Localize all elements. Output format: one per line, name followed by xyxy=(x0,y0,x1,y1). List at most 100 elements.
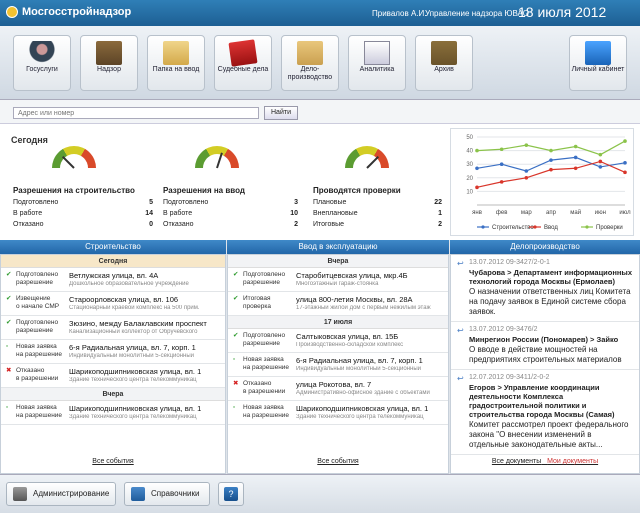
stats-label: Подготовлено xyxy=(163,199,209,206)
doc-desc: Комитет рассмотрел проект федерального з… xyxy=(469,420,629,449)
event-row[interactable]: ✔ Подготовлено разрешение Салтыковская улиц… xyxy=(228,329,448,353)
event-desc: Индивидуальный монолитный 5-секционный xyxy=(296,366,421,372)
toolbar-cabinet[interactable]: Личный кабинет xyxy=(569,35,627,91)
doc-title: Минрегион России (Пономарев) > Зайко xyxy=(469,335,619,344)
toolbar-delo[interactable]: Дело- производство xyxy=(281,35,339,91)
status-text: Извещение xyxy=(16,295,51,302)
x-tick-label: апр xyxy=(546,210,557,216)
toolbar-analytics[interactable]: Аналитика xyxy=(348,35,406,91)
summary-title: Сегодня xyxy=(11,135,48,145)
stats-row[interactable]: Подготовлено 5 xyxy=(13,199,153,210)
event-row[interactable]: ✔ Извещение о начале СМР Староорловская ули… xyxy=(1,292,225,316)
stats-row[interactable]: В работе 14 xyxy=(13,210,153,221)
stats-value: 0 xyxy=(149,221,153,228)
section-header: 17 июля xyxy=(228,316,448,329)
stats-row[interactable]: В работе 10 xyxy=(163,210,298,221)
refs-button[interactable]: Справочники xyxy=(124,482,210,506)
my-documents-link[interactable]: Мои документы xyxy=(547,458,599,465)
event-desc: Дошкольное образовательное учреждение xyxy=(69,281,189,287)
stats-commissioning: Разрешения на ввод Подготовлено 3 В работ… xyxy=(163,186,298,232)
panel-title-construction[interactable]: Строительство xyxy=(0,240,226,254)
stats-row[interactable]: Отказано 2 xyxy=(163,221,298,232)
status-text: Подготовлено xyxy=(16,319,59,326)
stats-row[interactable]: Отказано 0 xyxy=(13,221,153,232)
event-address: Староорловская улица, вл. 106 xyxy=(69,295,179,304)
event-desc: 17-этажный жилой дом с первым нежилым эт… xyxy=(296,305,431,311)
event-row[interactable]: ▫ Новая заявка на разрешение Шарикоподшипни… xyxy=(228,401,448,425)
panel-title-docs[interactable]: Делопроизводство xyxy=(450,240,640,254)
all-documents-link[interactable]: Все документы xyxy=(491,458,542,465)
status-icon: ▫ xyxy=(6,343,9,350)
status-text: на разрешение xyxy=(243,412,290,419)
toolbar-label: Папка на ввод xyxy=(152,66,200,73)
data-point xyxy=(549,148,553,153)
status-text: в разрешении xyxy=(16,375,59,382)
gauge-needle xyxy=(366,155,380,169)
refs-label: Справочники xyxy=(151,489,200,498)
doc-item[interactable]: ↩ 13.07.2012 09-3476/2 Минрегион России (П… xyxy=(451,322,639,370)
stats-row[interactable]: Плановые 22 xyxy=(313,199,442,210)
event-row[interactable]: ▫ Новая заявка на разрешение Шарикоподшипни… xyxy=(1,401,225,425)
event-desc: Здание технического центра телекоммуника… xyxy=(296,414,424,420)
event-status: ▫ Новая заявка на разрешение xyxy=(233,356,291,372)
help-button[interactable]: ? xyxy=(218,482,244,506)
stats-row[interactable]: Внеплановые 1 xyxy=(313,210,442,221)
toolbar-archive[interactable]: Архив xyxy=(415,35,473,91)
event-status: ✔ Подготовлено разрешение xyxy=(6,319,64,335)
envelope-icon xyxy=(297,41,323,65)
stats-row[interactable]: Подготовлено 3 xyxy=(163,199,298,210)
stats-label: Отказано xyxy=(13,221,44,228)
series-line xyxy=(476,160,626,188)
status-text: Итоговая xyxy=(243,295,271,302)
toolbar-papka[interactable]: Папка на ввод xyxy=(147,35,205,91)
event-row[interactable]: ▫ Новая заявка на разрешение 6-я Радиальная… xyxy=(1,340,225,364)
toolbar-nadzor[interactable]: Надзор xyxy=(80,35,138,91)
search-input[interactable] xyxy=(13,107,259,119)
event-status: ▫ Новая заявка на разрешение xyxy=(6,404,64,420)
status-text: Подготовлено xyxy=(243,271,286,278)
toolbar-sud[interactable]: Судебные дела xyxy=(214,35,272,91)
panel-title-commissioning[interactable]: Ввод в эксплуатацию xyxy=(227,240,449,254)
stats-title: Разрешения на ввод xyxy=(163,186,245,195)
tools-icon xyxy=(13,487,27,501)
event-row[interactable]: ✔ Подготовлено разрешение Зюзино, между Бал… xyxy=(1,316,225,340)
gauge-needle xyxy=(216,152,223,169)
doc-item[interactable]: ↩ 13.07.2012 09-3427/2-0-1 Чубарова > Депа… xyxy=(451,255,639,322)
toolbar-gosuslugi[interactable]: Госуслуги xyxy=(13,35,71,91)
reply-icon: ↩ xyxy=(457,326,464,335)
event-row[interactable]: ✔ Подготовлено разрешение Старобитцевская у… xyxy=(228,268,448,292)
top-bar: Мосгосстройнадзор Привалов А.И. Управлен… xyxy=(0,0,640,26)
data-point xyxy=(549,167,553,172)
event-row[interactable]: ✔ Итоговая проверка улица 800-летия Москвы,… xyxy=(228,292,448,316)
stats-value: 5 xyxy=(149,199,153,206)
legend-marker xyxy=(585,225,589,229)
toolbar-label: Надзор xyxy=(97,66,121,73)
search-button[interactable]: Найти xyxy=(264,106,298,120)
event-row[interactable]: ▫ Новая заявка на разрешение 6-я Радиальная… xyxy=(228,353,448,377)
doc-item[interactable]: ↩ 12.07.2012 09-3411/2-0-2 Егоров > Управл… xyxy=(451,370,639,455)
data-point xyxy=(598,152,603,157)
case-icon xyxy=(96,41,122,65)
status-text: о начале СМР xyxy=(16,303,60,310)
folder-icon xyxy=(163,41,189,65)
all-events-link[interactable]: Все события xyxy=(317,458,359,465)
event-status: ✔ Подготовлено разрешение xyxy=(233,332,291,348)
data-point xyxy=(598,165,603,169)
event-row[interactable]: ✖ Отказано в разрешении улица Рокотова, вл.… xyxy=(228,377,448,401)
stats-label: Подготовлено xyxy=(13,199,59,206)
doc-title: Чубарова > Департамент информационных те… xyxy=(469,268,633,286)
status-text: разрешение xyxy=(16,327,54,334)
event-row[interactable]: ✖ Отказано в разрешении Шарикоподшипниковск… xyxy=(1,364,225,388)
event-status: ✔ Извещение о начале СМР xyxy=(6,295,64,311)
event-address: Старобитцевская улица, мкр.4Б xyxy=(296,271,408,280)
status-icon: ▫ xyxy=(233,404,236,411)
event-row[interactable]: ✔ Подготовлено разрешение Ветлужская улица,… xyxy=(1,268,225,292)
user-name[interactable]: Привалов А.И. xyxy=(372,9,427,18)
admin-button[interactable]: Администрирование xyxy=(6,482,116,506)
stats-label: В работе xyxy=(13,210,43,217)
status-icon: ✔ xyxy=(233,332,239,339)
all-events-link[interactable]: Все события xyxy=(92,458,134,465)
docs-panel: ↩ 13.07.2012 09-3427/2-0-1 Чубарова > Депа… xyxy=(450,254,640,474)
stats-label: Отказано xyxy=(163,221,194,228)
stats-row[interactable]: Итоговые 2 xyxy=(313,221,442,232)
